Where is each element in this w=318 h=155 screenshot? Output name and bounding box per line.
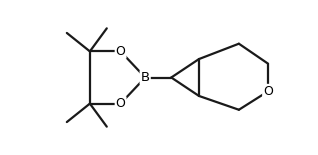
Text: B: B	[141, 71, 150, 84]
Text: O: O	[263, 85, 273, 98]
Text: O: O	[116, 45, 126, 58]
Text: O: O	[116, 97, 126, 110]
